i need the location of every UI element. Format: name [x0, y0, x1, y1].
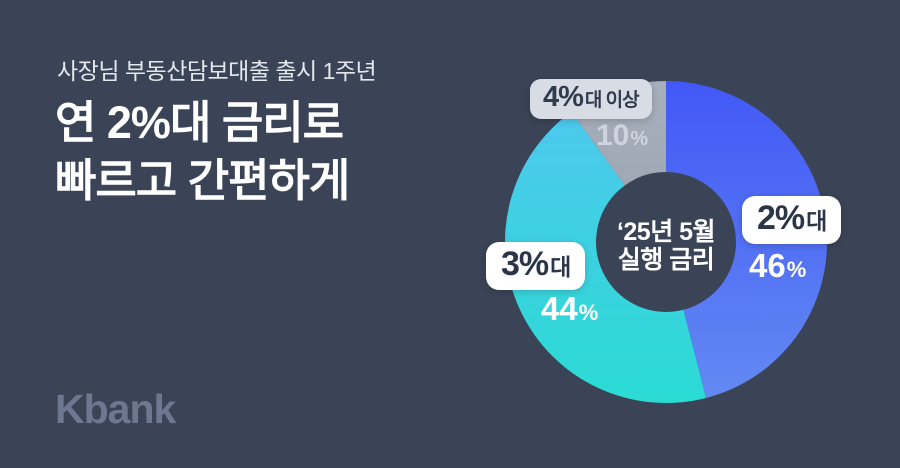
page-title: 연 2%대 금리로 빠르고 간편하게: [55, 94, 350, 210]
segment-label-3pct-main: 3%: [501, 245, 549, 283]
segment-value-2pct-number: 46: [749, 247, 786, 284]
segment-value-4pct-unit: %: [630, 128, 649, 150]
segment-value-3pct-unit: %: [578, 300, 599, 325]
donut-segment-2: [505, 111, 707, 403]
segment-value-2pct-unit: %: [786, 257, 807, 282]
segment-label-4pct-suffix: 대 이상: [584, 90, 640, 111]
chart-center-label-line-2: 실행 금리: [617, 246, 715, 274]
segment-label-2pct-suffix: 대: [806, 208, 827, 234]
segment-value-3pct: 44 %: [541, 290, 598, 328]
segment-label-2pct: 2% 대: [742, 196, 842, 244]
chart-center-label: ‘25년 5월 실행 금리: [616, 218, 716, 274]
segment-label-2pct-main: 2%: [757, 199, 805, 237]
segment-value-4pct: 10 %: [596, 119, 648, 153]
title-line-2: 빠르고 간편하게: [55, 155, 350, 206]
segment-value-4pct-number: 10: [596, 119, 630, 152]
segment-label-3pct-suffix: 대: [550, 254, 571, 280]
title-line-1: 연 2%대 금리로: [55, 97, 344, 148]
segment-value-2pct: 46 %: [749, 247, 806, 285]
segment-label-4pct: 4% 대 이상: [530, 79, 652, 119]
kbank-logo: Kbank: [55, 386, 176, 432]
segment-value-3pct-number: 44: [541, 290, 578, 327]
eyebrow-text: 사장님 부동산담보대출 출시 1주년: [57, 58, 377, 84]
chart-center-label-line-1: ‘25년 5월: [616, 218, 716, 246]
segment-label-4pct-main: 4%: [543, 81, 584, 113]
segment-label-3pct: 3% 대: [486, 242, 586, 290]
